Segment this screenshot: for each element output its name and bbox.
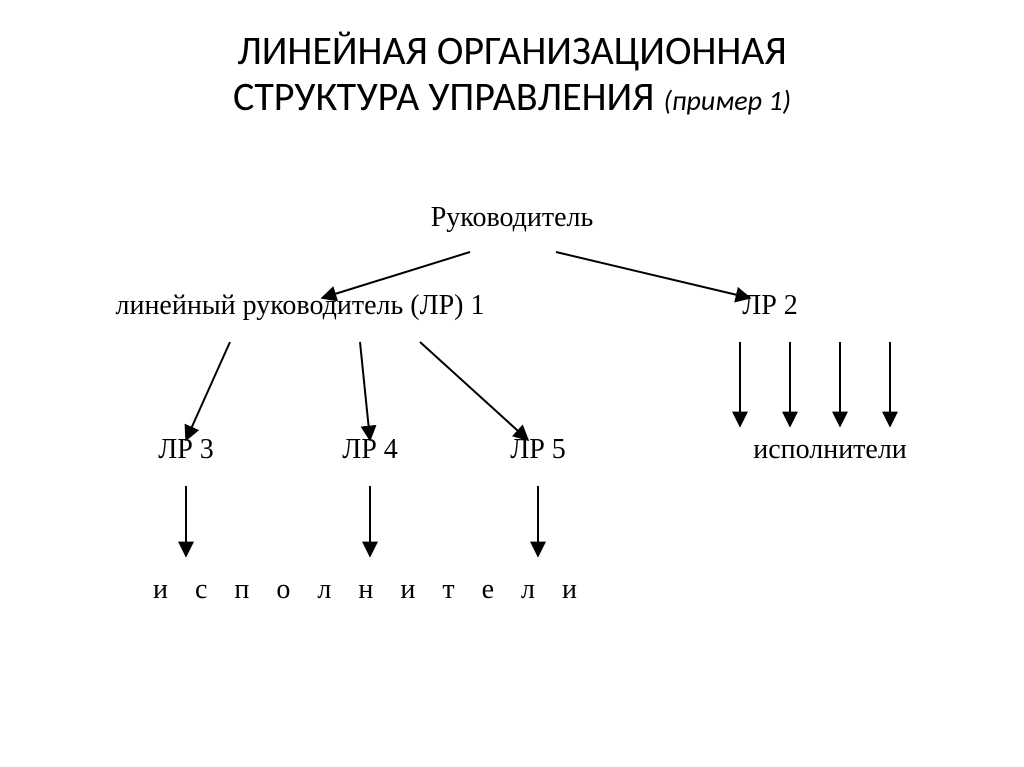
arrow [360, 342, 370, 440]
slide: ЛИНЕЙНАЯ ОРГАНИЗАЦИОННАЯ СТРУКТУРА УПРАВ… [0, 0, 1024, 767]
slide-title: ЛИНЕЙНАЯ ОРГАНИЗАЦИОННАЯ СТРУКТУРА УПРАВ… [0, 28, 1024, 120]
node-lr2: ЛР 2 [742, 290, 798, 322]
title-line-2: СТРУКТУРА УПРАВЛЕНИЯ [233, 72, 654, 121]
node-exec-bottom: и с п о л н и т е л и [153, 574, 587, 606]
node-lr1: линейный руководитель (ЛР) 1 [115, 290, 484, 322]
arrow [556, 252, 750, 298]
node-lr3: ЛР 3 [158, 434, 214, 466]
node-exec-right: исполнители [753, 434, 907, 466]
node-root: Руководитель [431, 202, 594, 234]
arrow [420, 342, 528, 440]
title-line-1: ЛИНЕЙНАЯ ОРГАНИЗАЦИОННАЯ [237, 26, 786, 75]
node-lr5: ЛР 5 [510, 434, 566, 466]
node-lr4: ЛР 4 [342, 434, 398, 466]
title-subtitle: (пример 1) [663, 83, 791, 118]
arrow [186, 342, 230, 440]
